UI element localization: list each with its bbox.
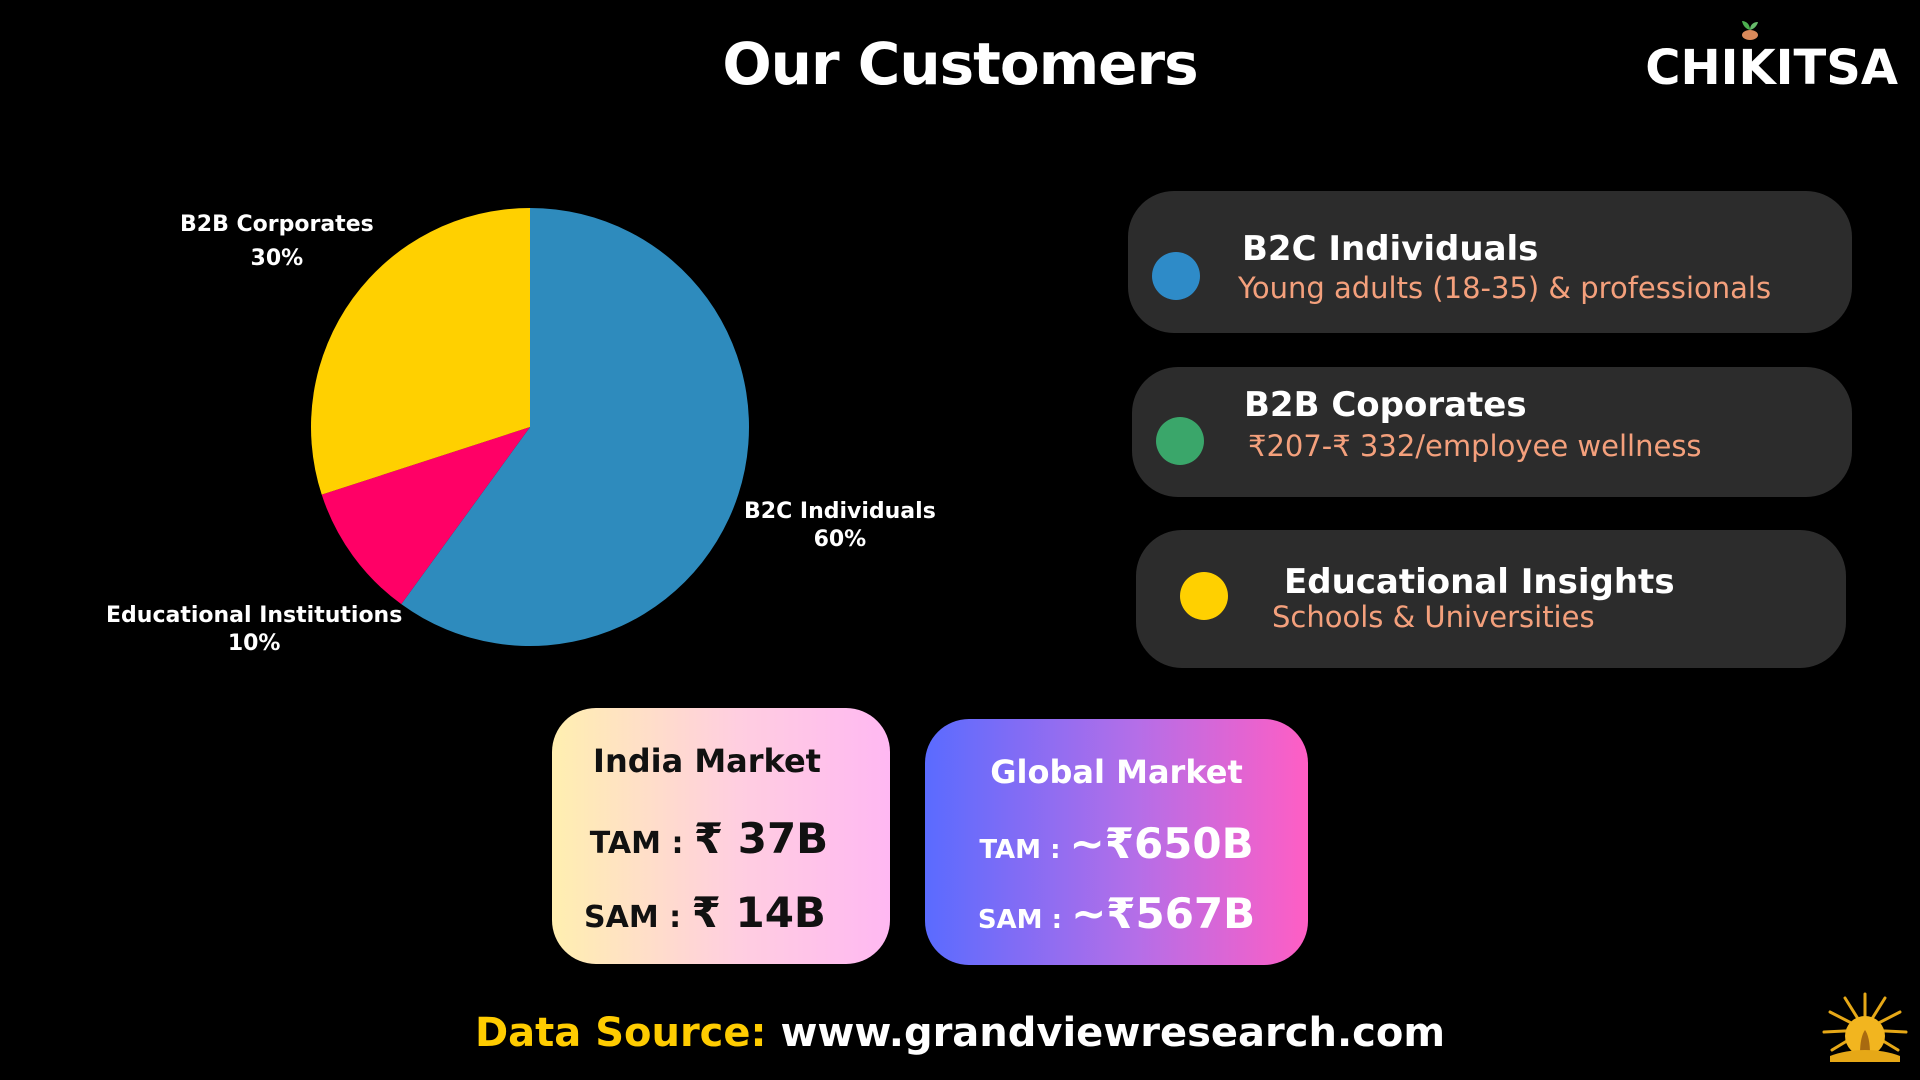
data-source: Data Source: www.grandviewresearch.com bbox=[0, 1010, 1920, 1056]
tam-value: ₹ 37B bbox=[693, 814, 829, 863]
india-sam-row: SAM : ₹ 14B bbox=[536, 888, 874, 937]
tam-value: ~₹650B bbox=[1069, 819, 1254, 868]
india-market-card: India Market TAM : ₹ 37B SAM : ₹ 14B bbox=[552, 708, 890, 964]
pie-label-b2c-individuals: B2C Individuals 60% bbox=[744, 498, 936, 554]
pie-label-text: B2C Individuals bbox=[744, 499, 936, 524]
segment-title: B2C Individuals bbox=[1242, 229, 1539, 269]
global-tam-row: TAM : ~₹650B bbox=[925, 819, 1308, 868]
market-title: Global Market bbox=[990, 753, 1243, 791]
sam-label: SAM : bbox=[977, 905, 1072, 935]
pie-label-value: 60% bbox=[813, 527, 867, 552]
brand-logo: CHIKITSA bbox=[1645, 16, 1898, 96]
sam-label: SAM : bbox=[584, 900, 692, 935]
global-market-card: Global Market TAM : ~₹650B SAM : ~₹567B bbox=[925, 719, 1308, 965]
pie-svg bbox=[311, 208, 749, 646]
pie-slice-b2c-individuals bbox=[401, 208, 749, 646]
segment-dot-icon bbox=[1180, 572, 1228, 620]
customer-pie-chart: B2B Corporates 30% B2C Individuals 60% E… bbox=[0, 150, 1000, 710]
segment-subtitle: ₹207-₹ 332/employee wellness bbox=[1248, 429, 1702, 463]
segment-card-b2c: B2C Individuals Young adults (18-35) & p… bbox=[1128, 191, 1852, 333]
data-source-link[interactable]: www.grandviewresearch.com bbox=[766, 1010, 1446, 1056]
pie-label-text: B2B Corporates bbox=[180, 212, 374, 237]
sun-emblem-icon bbox=[1822, 992, 1908, 1062]
tam-label: TAM : bbox=[979, 835, 1070, 865]
pie-slice-educational-institutions bbox=[321, 427, 530, 605]
segment-subtitle: Schools & Universities bbox=[1272, 600, 1595, 634]
data-source-label: Data Source: bbox=[474, 1010, 767, 1056]
segment-card-educational: Educational Insights Schools & Universit… bbox=[1136, 530, 1846, 668]
sam-value: ~₹567B bbox=[1071, 889, 1256, 938]
tam-label: TAM : bbox=[589, 826, 694, 861]
pie-slice-b2b-corporates bbox=[311, 208, 530, 495]
pie-label-value: 10% bbox=[227, 631, 281, 656]
segment-dot-icon bbox=[1152, 252, 1200, 300]
segment-title: Educational Insights bbox=[1284, 562, 1675, 602]
segment-dot-icon bbox=[1156, 417, 1204, 465]
india-tam-row: TAM : ₹ 37B bbox=[540, 814, 878, 863]
pie-label-educational-institutions: Educational Institutions 10% bbox=[106, 602, 402, 658]
sam-value: ₹ 14B bbox=[691, 888, 826, 937]
page-title: Our Customers bbox=[722, 30, 1198, 98]
sprout-icon bbox=[1742, 21, 1758, 40]
segment-title: B2B Coporates bbox=[1244, 385, 1527, 425]
pie-label-text: Educational Institutions bbox=[106, 603, 403, 628]
segment-subtitle: Young adults (18-35) & professionals bbox=[1238, 271, 1772, 305]
global-sam-row: SAM : ~₹567B bbox=[925, 889, 1308, 938]
pie-label-value: 30% bbox=[250, 246, 304, 271]
segment-card-b2b: B2B Coporates ₹207-₹ 332/employee wellne… bbox=[1132, 367, 1852, 497]
pie-label-b2b-corporates: B2B Corporates 30% bbox=[180, 210, 374, 274]
market-title: India Market bbox=[593, 742, 821, 780]
brand-name: CHIKITSA bbox=[1645, 40, 1898, 96]
